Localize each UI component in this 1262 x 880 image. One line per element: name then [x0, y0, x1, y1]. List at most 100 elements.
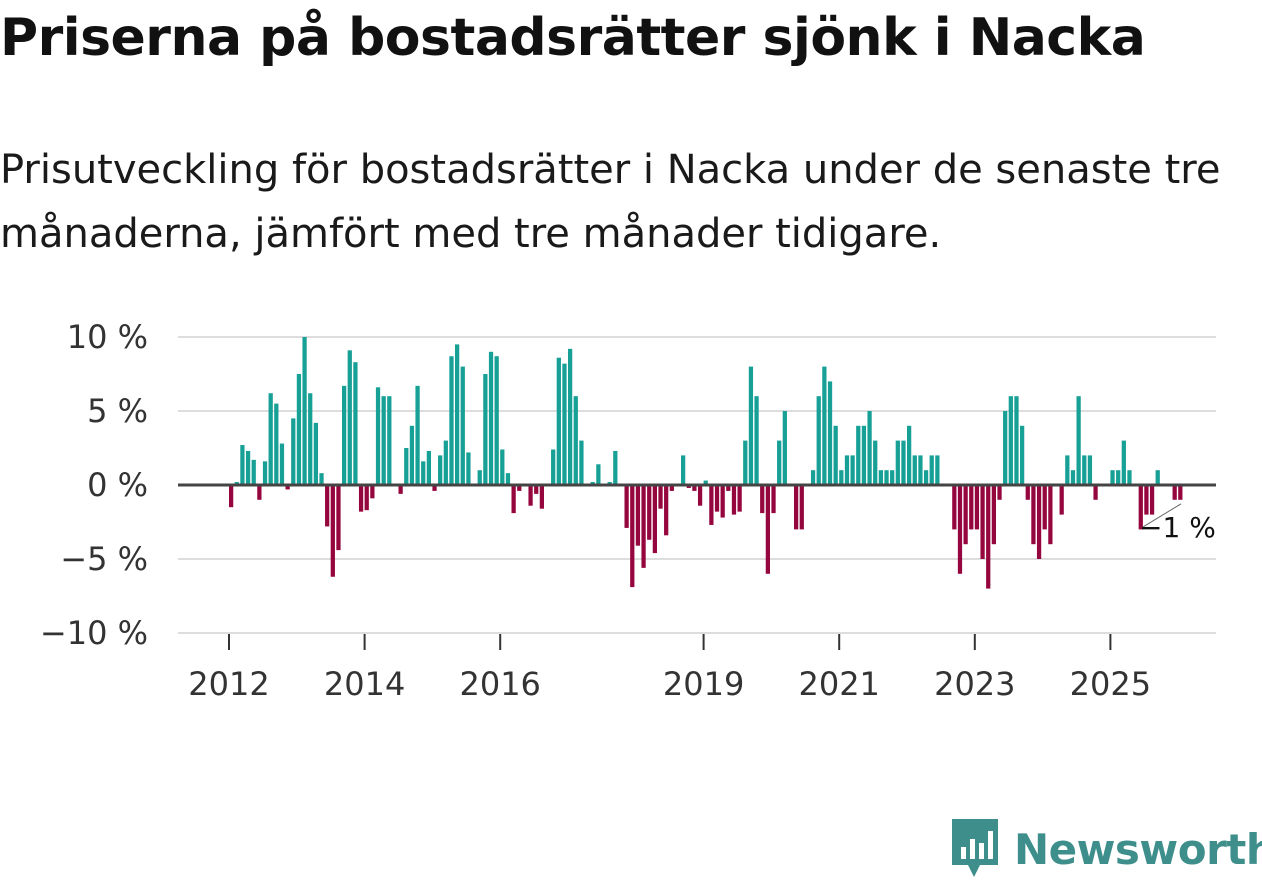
bar: [878, 470, 883, 485]
annotation-leader: [1142, 503, 1182, 528]
y-tick-label: 0 %: [87, 466, 148, 504]
bar: [760, 485, 765, 514]
bar: [861, 425, 867, 485]
bar: [1155, 470, 1160, 485]
bar: [477, 470, 482, 485]
x-tick-label: 2025: [1070, 665, 1151, 703]
bar: [895, 440, 900, 485]
x-tick-label: 2023: [934, 665, 1015, 703]
bar: [952, 485, 957, 530]
bar: [409, 425, 415, 485]
brand-name: Newsworthy: [1014, 824, 1262, 874]
bar: [1178, 485, 1183, 500]
bar: [568, 348, 573, 485]
bar: [240, 445, 245, 485]
bar: [647, 485, 652, 540]
y-tick-label: 5 %: [87, 392, 148, 430]
bar: [664, 485, 669, 536]
bar: [1059, 485, 1064, 515]
bar: [398, 485, 403, 494]
bar: [229, 485, 234, 508]
bar: [669, 485, 674, 491]
bar: [262, 461, 268, 485]
bar: [330, 485, 335, 577]
bar: [460, 366, 465, 485]
bar: [692, 485, 697, 491]
bar: [449, 356, 454, 485]
bar: [635, 485, 641, 546]
bar: [641, 485, 646, 568]
chart-title: Priserna på bostadsrätter sjönk i Nacka: [0, 8, 1146, 68]
y-tick-label: 10 %: [67, 318, 148, 356]
x-axis: 2012 2014 2016 2019 2021 2023 2025: [188, 634, 1151, 703]
bar: [1149, 485, 1155, 515]
bar: [986, 485, 991, 589]
bar: [901, 440, 906, 485]
bar: [438, 455, 443, 485]
bar: [720, 485, 725, 518]
bar: [799, 485, 804, 530]
bar: [658, 485, 663, 509]
bar: [505, 473, 511, 485]
x-tick-label: 2016: [459, 665, 540, 703]
bar: [1014, 396, 1019, 485]
bar: [810, 470, 816, 485]
bar: [726, 485, 731, 491]
bar: [1048, 485, 1053, 545]
bar: [426, 450, 431, 485]
bar: [782, 411, 787, 485]
bar: [539, 485, 544, 509]
bar: [827, 381, 833, 485]
bar: [816, 396, 821, 485]
bar: [296, 374, 302, 485]
bar: [1087, 455, 1093, 485]
bar: [709, 485, 714, 525]
bar: [907, 425, 912, 485]
bar: [1020, 425, 1025, 485]
bar: [268, 393, 273, 485]
bar: [245, 450, 251, 485]
bar: [551, 449, 556, 485]
bar: [274, 403, 279, 485]
bar: [1121, 440, 1126, 485]
bar: [624, 485, 629, 528]
annotation: −1 %: [1139, 503, 1216, 544]
bar: [370, 485, 375, 499]
bar: [1144, 485, 1149, 515]
bar: [794, 485, 799, 530]
x-tick-label: 2021: [798, 665, 879, 703]
bar: [1070, 470, 1076, 485]
bar: [957, 485, 963, 574]
bar: [251, 459, 256, 485]
bar: [483, 374, 488, 485]
bar: [387, 396, 392, 485]
bar: [1025, 485, 1030, 500]
last-value-annotation: −1 %: [1139, 511, 1216, 544]
bar: [257, 485, 262, 500]
x-tick-label: 2014: [324, 665, 405, 703]
bar: [573, 396, 578, 485]
bar: [1003, 411, 1008, 485]
bar: [455, 344, 460, 485]
bar: [839, 470, 844, 485]
bar: [991, 485, 996, 545]
bar: [935, 455, 940, 485]
y-tick-label: −5 %: [60, 540, 148, 578]
bar: [579, 440, 584, 485]
bar: [613, 450, 618, 485]
bar: [562, 363, 567, 485]
bar: [912, 455, 917, 485]
bar: [929, 455, 934, 485]
bar: [703, 480, 708, 485]
bar: [466, 452, 471, 485]
bar: [765, 485, 770, 574]
bar-chart: 10 % 5 % 0 % −5 % −10 % 2012 2014 2016 2019 2021…: [40, 318, 1216, 703]
bar: [279, 443, 285, 485]
bar: [652, 485, 657, 554]
bar: [1031, 485, 1036, 545]
y-axis-labels: 10 % 5 % 0 % −5 % −10 %: [40, 318, 148, 652]
bar: [500, 449, 505, 485]
bars: [229, 337, 1183, 589]
bar: [511, 485, 516, 514]
bar: [534, 485, 539, 494]
